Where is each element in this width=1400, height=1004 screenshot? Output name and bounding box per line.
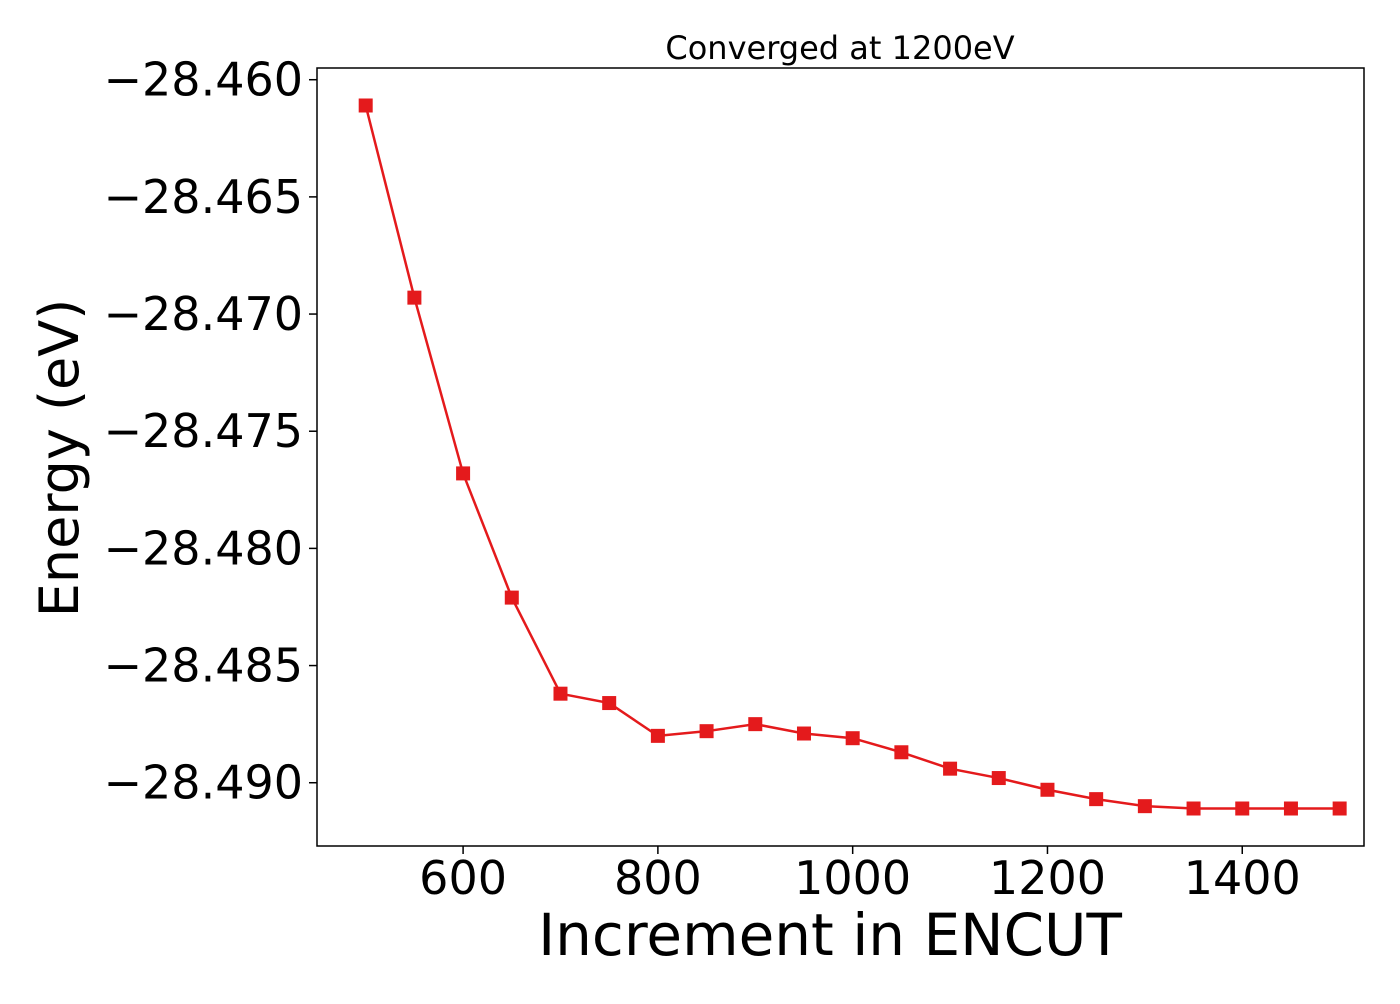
data-point-marker <box>1283 801 1298 816</box>
x-axis-ticks: 600 800 1000 1200 1400 <box>419 846 1301 905</box>
y-tick-label: −28.475 <box>104 404 304 458</box>
data-point-marker <box>553 686 568 701</box>
data-point-marker <box>504 590 519 605</box>
y-axis-ticks: −28.460 −28.465 −28.470 −28.475 −28.480 −28.4… <box>104 53 317 810</box>
data-point-marker <box>845 731 860 746</box>
y-tick-label: −28.460 <box>104 53 304 107</box>
y-tick-label: −28.490 <box>104 756 304 810</box>
x-tick-label: 800 <box>614 851 702 905</box>
data-point-marker <box>650 728 665 743</box>
plot-frame <box>316 67 1365 847</box>
x-tick-label: 1400 <box>1184 851 1301 905</box>
data-point-marker <box>1089 792 1104 807</box>
x-axis-label: Increment in ENCUT <box>538 901 1122 969</box>
data-point-marker <box>602 696 617 711</box>
data-point-marker <box>358 98 373 113</box>
data-point-marker <box>456 466 471 481</box>
data-point-marker <box>1235 801 1250 816</box>
x-tick-label: 600 <box>419 851 507 905</box>
y-axis-label: Energy (eV) <box>28 299 91 618</box>
data-point-marker <box>1040 782 1055 797</box>
series-line <box>364 105 1340 810</box>
plot-area <box>358 98 1347 816</box>
x-tick-label: 1200 <box>989 851 1106 905</box>
y-tick-label: −28.470 <box>104 287 304 341</box>
data-point-marker <box>1137 799 1152 814</box>
x-tick-label: 1000 <box>794 851 911 905</box>
data-point-marker <box>1332 801 1347 816</box>
data-point-marker <box>748 717 763 732</box>
data-point-marker <box>1186 801 1201 816</box>
y-tick-label: −28.485 <box>104 639 304 693</box>
data-point-marker <box>894 745 909 760</box>
data-point-marker <box>991 771 1006 786</box>
y-tick-label: −28.465 <box>104 170 304 224</box>
data-point-marker <box>796 726 811 741</box>
data-point-marker <box>699 724 714 739</box>
chart-title: Converged at 1200eV <box>665 29 1014 67</box>
data-point-marker <box>943 761 958 776</box>
data-point-marker <box>407 290 422 305</box>
y-tick-label: −28.480 <box>104 521 304 575</box>
